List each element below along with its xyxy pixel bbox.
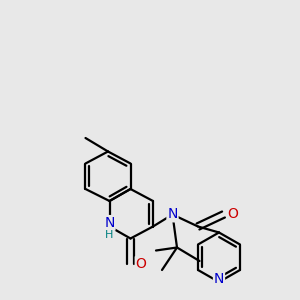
Text: O: O	[136, 257, 146, 271]
Text: N: N	[167, 208, 178, 221]
Text: N: N	[104, 216, 115, 230]
Text: N: N	[214, 272, 224, 286]
Text: O: O	[227, 208, 238, 221]
Text: H: H	[105, 230, 114, 240]
